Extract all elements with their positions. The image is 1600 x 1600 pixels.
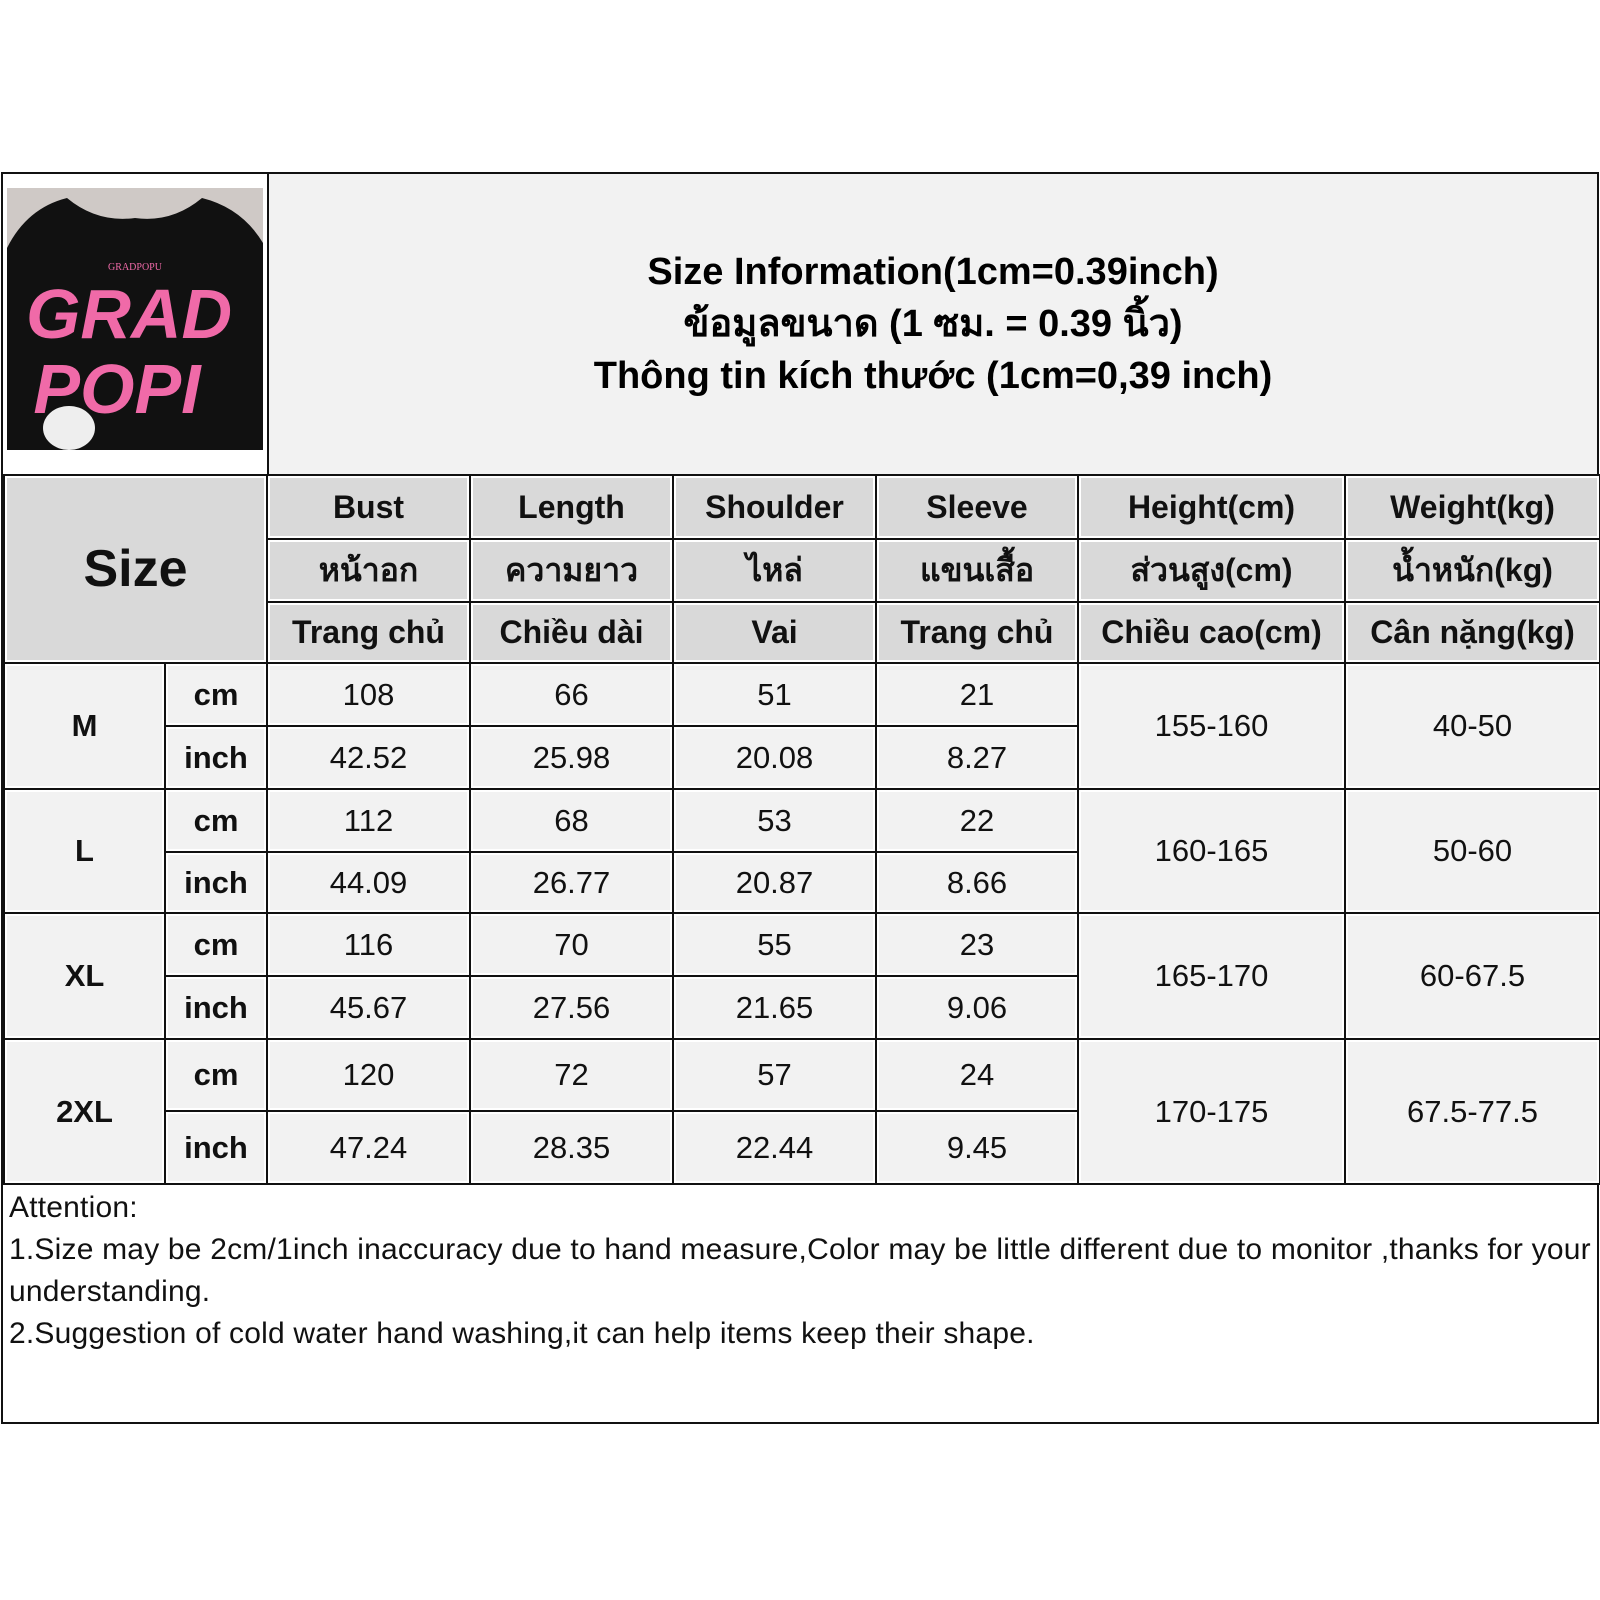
- unit-label: cm: [164, 662, 268, 727]
- notes-heading: Attention:: [9, 1191, 138, 1224]
- size-label: L: [3, 788, 166, 914]
- measurement-cell: 24: [875, 1038, 1079, 1112]
- size-label: XL: [3, 912, 166, 1040]
- title-vietnamese: Thông tin kích thước (1cm=0,39 inch): [593, 355, 1273, 397]
- measurement-cell: 112: [266, 788, 471, 853]
- column-header-th: ความยาว: [469, 538, 674, 603]
- measurement-cell: 68: [469, 788, 674, 853]
- measurement-cell: 108: [266, 662, 471, 727]
- measurement-cell: 26.77: [469, 851, 674, 914]
- measurement-cell: 23: [875, 912, 1079, 977]
- measurement-cell: 27.56: [469, 975, 674, 1040]
- weight-range: 60-67.5: [1344, 912, 1600, 1040]
- measurement-cell: 44.09: [266, 851, 471, 914]
- measurement-cell: 72: [469, 1038, 674, 1112]
- column-header-en: Height(cm): [1077, 474, 1346, 540]
- column-header-en: Length: [469, 474, 674, 540]
- measurement-cell: 51: [672, 662, 877, 727]
- weight-range: 67.5-77.5: [1344, 1038, 1600, 1185]
- measurement-cell: 66: [469, 662, 674, 727]
- unit-label: inch: [164, 1110, 268, 1185]
- height-range: 160-165: [1077, 788, 1346, 914]
- measurement-cell: 20.08: [672, 725, 877, 790]
- measurement-cell: 21: [875, 662, 1079, 727]
- unit-label: cm: [164, 788, 268, 853]
- weight-range: 40-50: [1344, 662, 1600, 790]
- column-header-en: Sleeve: [875, 474, 1079, 540]
- measurement-cell: 47.24: [266, 1110, 471, 1185]
- note-1: 1.Size may be 2cm/1inch inaccuracy due t…: [9, 1233, 1591, 1308]
- measurement-cell: 22: [875, 788, 1079, 853]
- height-range: 155-160: [1077, 662, 1346, 790]
- column-header-vi: Chiều dài: [469, 601, 674, 664]
- column-header-th: ส่วนสูง(cm): [1077, 538, 1346, 603]
- shirt-print-line-1: GRAD: [26, 275, 232, 353]
- measurement-cell: 57: [672, 1038, 877, 1112]
- unit-label: cm: [164, 912, 268, 977]
- measurement-cell: 9.06: [875, 975, 1079, 1040]
- attention-notes: Attention: 1.Size may be 2cm/1inch inacc…: [3, 1181, 1597, 1422]
- measurement-cell: 42.52: [266, 725, 471, 790]
- unit-label: inch: [164, 851, 268, 914]
- size-label: 2XL: [3, 1038, 166, 1185]
- column-header-vi: Chiều cao(cm): [1077, 601, 1346, 664]
- measurement-cell: 70: [469, 912, 674, 977]
- measurement-cell: 9.45: [875, 1110, 1079, 1185]
- column-header-en: Weight(kg): [1344, 474, 1600, 540]
- column-header-en: Bust: [266, 474, 471, 540]
- measurement-cell: 120: [266, 1038, 471, 1112]
- measurement-cell: 53: [672, 788, 877, 853]
- weight-range: 50-60: [1344, 788, 1600, 914]
- measurement-cell: 116: [266, 912, 471, 977]
- measurement-cell: 45.67: [266, 975, 471, 1040]
- size-info-title: Size Information(1cm=0.39inch) ข้อมูลขนา…: [267, 174, 1597, 474]
- measurement-cell: 22.44: [672, 1110, 877, 1185]
- measurement-cell: 25.98: [469, 725, 674, 790]
- column-header-th: ไหล่: [672, 538, 877, 603]
- shirt-small-print: GRADPOPU: [108, 262, 163, 273]
- unit-label: inch: [164, 725, 268, 790]
- measurement-cell: 21.65: [672, 975, 877, 1040]
- note-2: 2.Suggestion of cold water hand washing,…: [9, 1317, 1035, 1350]
- measurement-cell: 8.66: [875, 851, 1079, 914]
- size-label: M: [3, 662, 166, 790]
- measurement-cell: 20.87: [672, 851, 877, 914]
- column-header-vi: Trang chủ: [266, 601, 471, 664]
- column-header-vi: Trang chủ: [875, 601, 1079, 664]
- column-header-th: หน้าอก: [266, 538, 471, 603]
- size-header: Size: [3, 474, 268, 664]
- measurement-cell: 55: [672, 912, 877, 977]
- height-range: 170-175: [1077, 1038, 1346, 1185]
- measurement-cell: 8.27: [875, 725, 1079, 790]
- title-thai: ข้อมูลขนาด (1 ซม. = 0.39 นิ้ว): [683, 303, 1183, 345]
- column-header-vi: Cân nặng(kg): [1344, 601, 1600, 664]
- column-header-th: น้ำหนัก(kg): [1344, 538, 1600, 603]
- column-header-vi: Vai: [672, 601, 877, 664]
- size-chart: GRADPOPU GRAD POPI Size Information(1cm=…: [1, 172, 1600, 1424]
- product-photo: GRADPOPU GRAD POPI: [7, 188, 263, 450]
- unit-label: inch: [164, 975, 268, 1040]
- measurement-cell: 28.35: [469, 1110, 674, 1185]
- column-header-th: แขนเสื้อ: [875, 538, 1079, 603]
- column-header-en: Shoulder: [672, 474, 877, 540]
- height-range: 165-170: [1077, 912, 1346, 1040]
- title-english: Size Information(1cm=0.39inch): [647, 251, 1219, 293]
- unit-label: cm: [164, 1038, 268, 1112]
